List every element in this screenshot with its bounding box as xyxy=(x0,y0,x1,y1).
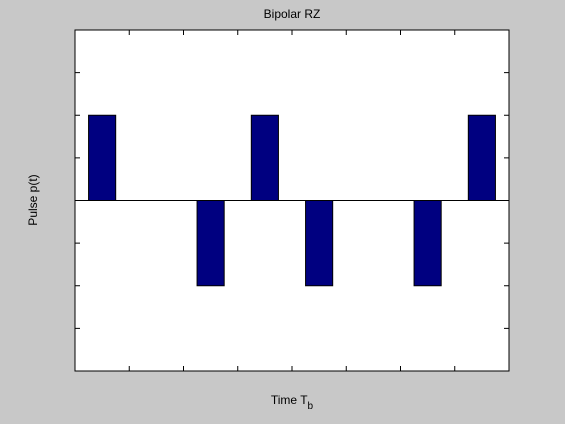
chart-title: Bipolar RZ xyxy=(264,7,321,21)
marks xyxy=(75,30,509,371)
bar xyxy=(413,200,442,287)
bar xyxy=(250,114,279,201)
y-axis-label: Pulse p(t) xyxy=(26,174,40,225)
x-axis-label-subscript: b xyxy=(308,401,314,412)
x-axis-label-text: Time T xyxy=(271,393,308,407)
plot-border xyxy=(74,29,510,372)
bar xyxy=(196,200,225,287)
bar xyxy=(88,114,117,201)
x-axis-label: Time Tb xyxy=(271,393,314,411)
bar xyxy=(467,114,496,201)
bar xyxy=(305,200,334,287)
